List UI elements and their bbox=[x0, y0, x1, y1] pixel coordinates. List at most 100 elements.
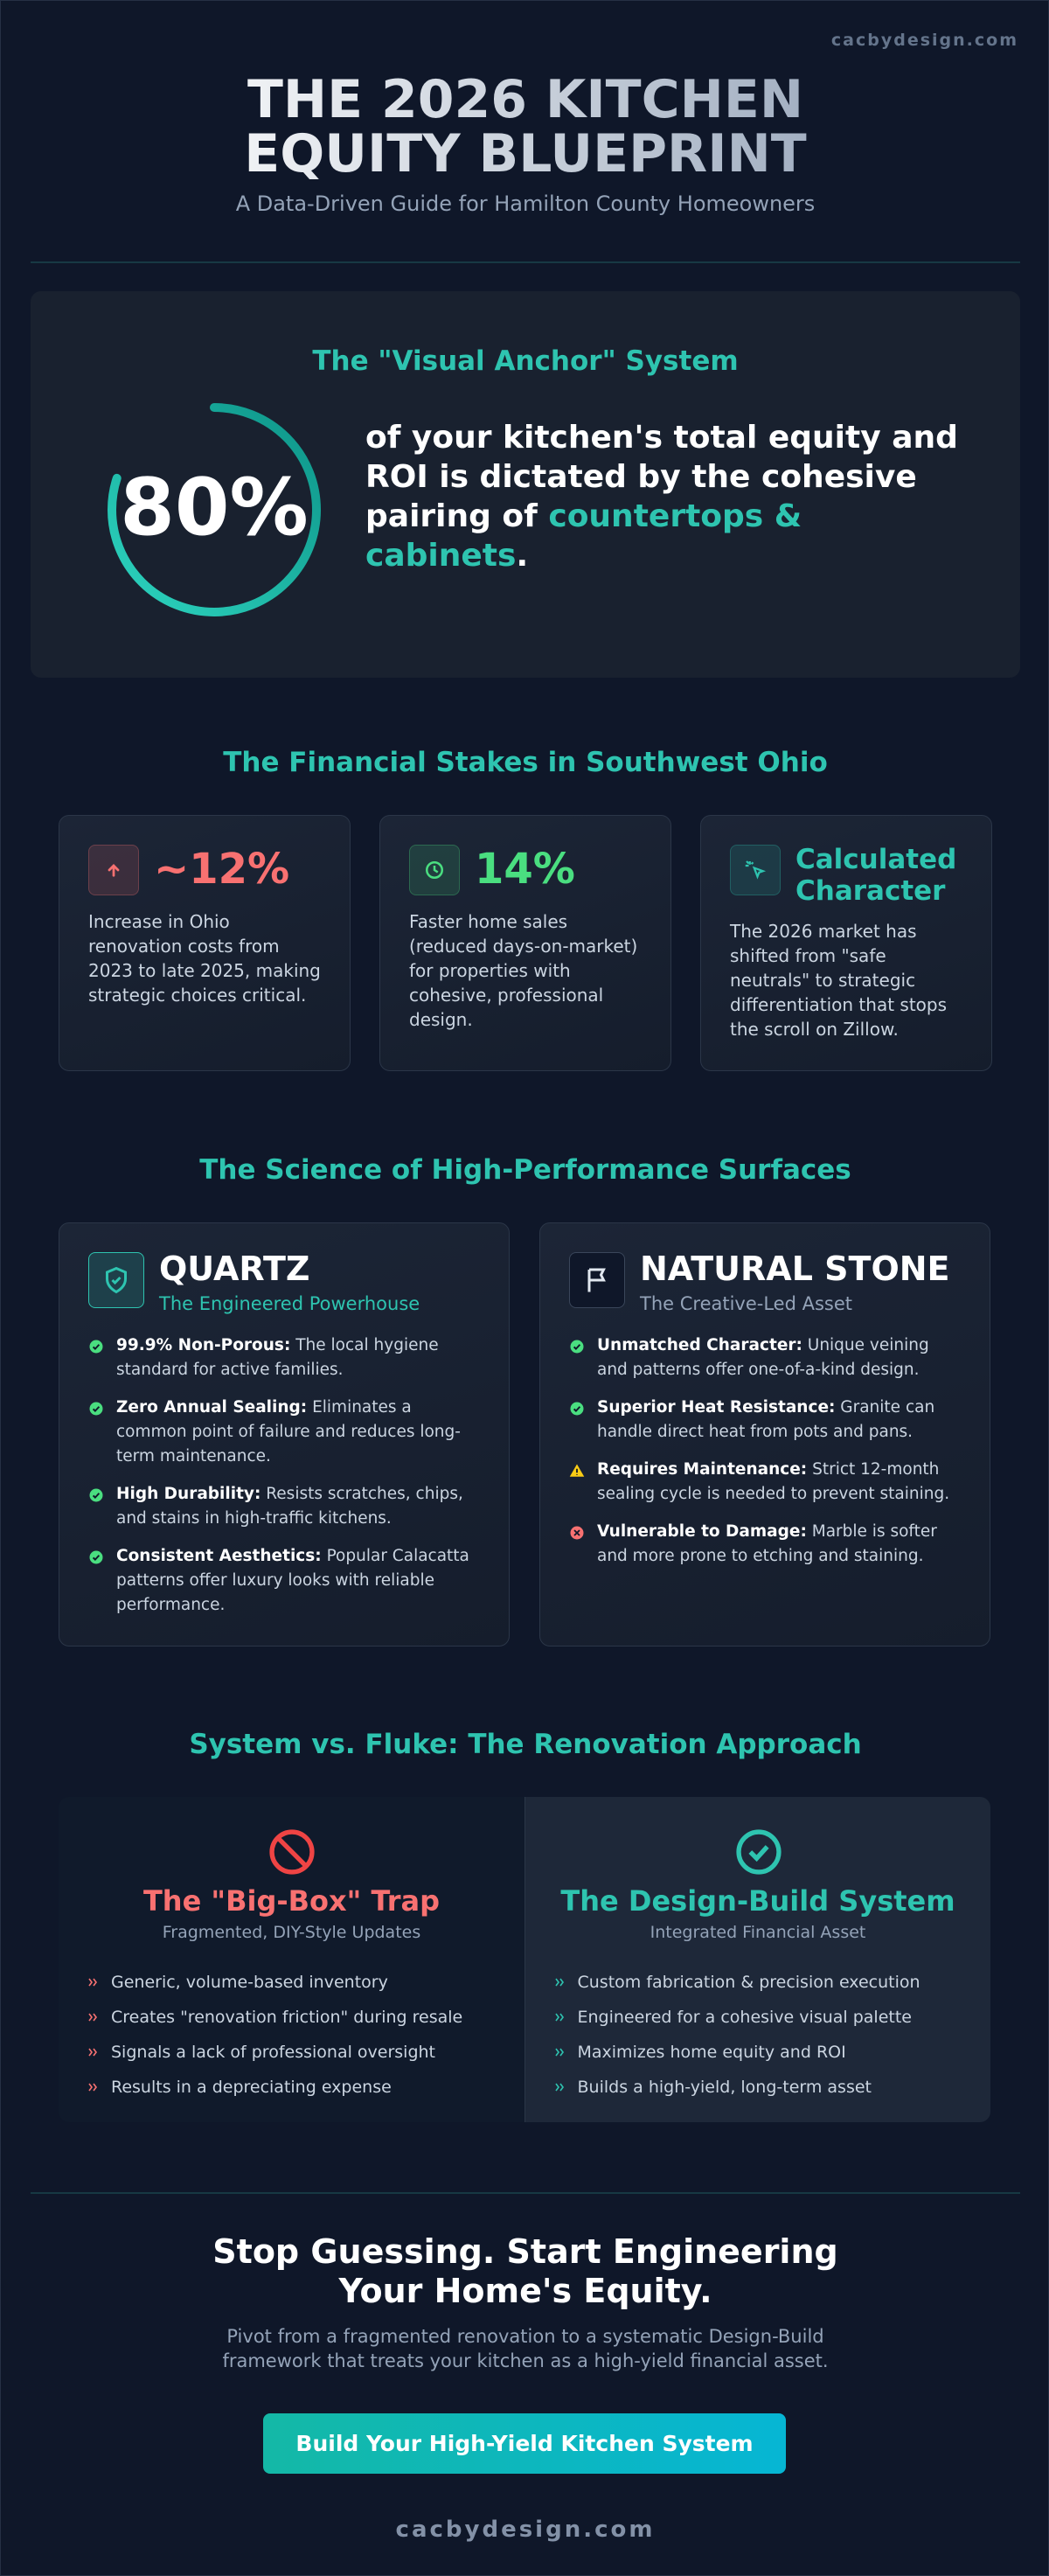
item-text: Strict 12-month sealing cycle is needed … bbox=[597, 1460, 950, 1503]
list-item: Results in a depreciating expense bbox=[88, 2070, 462, 2105]
item-text: Results in a depreciating expense bbox=[111, 2078, 392, 2097]
item-text: Custom fabrication & precision execution bbox=[577, 1973, 920, 1992]
item-text: Zero Annual Sealing: Eliminates a common… bbox=[116, 1396, 482, 1469]
icon bbox=[89, 1488, 103, 1502]
list-item: Superior Heat Resistance: Granite can ha… bbox=[569, 1396, 962, 1445]
item-text: Consistent Aesthetics: Popular Calacatta… bbox=[116, 1544, 482, 1618]
approach-panel: The "Big-Box" Trap Fragmented, DIY-Style … bbox=[59, 1797, 990, 2122]
section-heading: System vs. Fluke: The Renovation Approac… bbox=[189, 1729, 862, 1760]
bullet bbox=[88, 2083, 97, 2092]
icon bbox=[89, 1402, 103, 1416]
icon bbox=[106, 1266, 127, 1294]
icon bbox=[733, 1827, 784, 1881]
item-text: Maximizes home equity and ROI bbox=[577, 2043, 846, 2062]
list-item: Unmatched Character: Unique veining and … bbox=[569, 1333, 962, 1382]
approach-column: The Design-Build System Integrated Financ… bbox=[524, 1797, 990, 2122]
icon-box bbox=[88, 845, 139, 895]
icon bbox=[569, 1464, 585, 1477]
divider bbox=[31, 2192, 1020, 2194]
brand: cacbydesign.com bbox=[830, 31, 1018, 50]
ring: 80% bbox=[108, 403, 321, 616]
bullet bbox=[88, 2013, 97, 2022]
item-label: Unmatched Character: bbox=[597, 1336, 802, 1354]
ring-arc bbox=[108, 403, 321, 616]
list-item: Signals a lack of professional oversight bbox=[88, 2035, 462, 2070]
item-text: 99.9% Non-Porous: The local hygiene stan… bbox=[116, 1333, 482, 1382]
card-title: QUARTZ bbox=[159, 1250, 310, 1288]
bullet bbox=[554, 2083, 564, 2092]
icon bbox=[426, 861, 443, 879]
list-item: Requires Maintenance: Strict 12-month se… bbox=[569, 1458, 962, 1507]
percent-label: 80% bbox=[120, 462, 308, 553]
cta-text: Pivot from a fragmented renovation to a … bbox=[222, 2326, 829, 2371]
icon bbox=[89, 1340, 103, 1354]
icon bbox=[89, 1550, 103, 1564]
list-item: Custom fabrication & precision execution bbox=[554, 1965, 920, 2000]
divider bbox=[31, 261, 1020, 263]
surface-card: QUARTZ The Engineered Powerhouse 99.9% Non… bbox=[59, 1222, 510, 1647]
bullet bbox=[88, 1978, 97, 1987]
highlight: countertops & cabinets bbox=[365, 498, 802, 574]
anchor-card: The "Visual Anchor" System 80% of your k… bbox=[31, 291, 1020, 678]
list-item: Generic, volume-based inventory bbox=[88, 1965, 462, 2000]
item-text: High Durability: Resists scratches, chip… bbox=[116, 1482, 482, 1531]
list-item: 99.9% Non-Porous: The local hygiene stan… bbox=[88, 1333, 482, 1382]
item-text: Unmatched Character: Unique veining and … bbox=[597, 1333, 962, 1382]
icon bbox=[108, 864, 120, 877]
bullet bbox=[554, 2048, 564, 2057]
list-item: Vulnerable to Damage: Marble is softer a… bbox=[569, 1520, 962, 1569]
surface-card: NATURAL STONE The Creative-Led Asset Unmat… bbox=[539, 1222, 990, 1647]
item-text: Generic, volume-based inventory bbox=[111, 1973, 388, 1992]
column-title: The Design-Build System bbox=[560, 1884, 955, 1918]
bullet bbox=[88, 2048, 97, 2057]
section-heading: The Financial Stakes in Southwest Ohio bbox=[223, 747, 828, 778]
bullet bbox=[554, 2013, 564, 2022]
list-item: Creates "renovation friction" during res… bbox=[88, 2000, 462, 2035]
title: THE 2026 KITCHEN EQUITY BLUEPRINT bbox=[132, 73, 919, 181]
icon bbox=[570, 1340, 584, 1354]
column-subtitle: Fragmented, DIY-Style Updates bbox=[162, 1923, 421, 1942]
stat-card: 14% Faster home sales (reduced days-on-ma… bbox=[379, 815, 671, 1071]
stat-card: Calculated Character The 2026 market has … bbox=[700, 815, 992, 1071]
item-text: Requires Maintenance: Strict 12-month se… bbox=[597, 1458, 962, 1507]
stat-text: Faster home sales (reduced days-on-marke… bbox=[409, 911, 638, 1030]
icon-box bbox=[730, 845, 781, 895]
card-title: NATURAL STONE bbox=[640, 1250, 950, 1288]
footer: cacbydesign.com bbox=[395, 2517, 656, 2543]
text: . bbox=[516, 538, 529, 574]
item-text: Resists scratches, chips, and stains in … bbox=[116, 1485, 463, 1528]
icon bbox=[570, 1526, 584, 1540]
list-item: Maximizes home equity and ROI bbox=[554, 2035, 920, 2070]
item-text: Signals a lack of professional oversight bbox=[111, 2043, 436, 2062]
approach-column: The "Big-Box" Trap Fragmented, DIY-Style … bbox=[59, 1797, 524, 2122]
stat-card: ~12% Increase in Ohio renovation costs fr… bbox=[59, 815, 351, 1071]
cta-title: Stop Guessing. Start Engineering Your Ho… bbox=[212, 2232, 838, 2310]
icon bbox=[267, 1827, 317, 1881]
stat-text: The 2026 market has shifted from "safe n… bbox=[730, 921, 948, 1040]
item-text: The local hygiene standard for active fa… bbox=[116, 1336, 439, 1379]
item-list: Custom fabrication & precision execution… bbox=[554, 1965, 920, 2105]
icon bbox=[745, 860, 767, 880]
item-label: High Durability: bbox=[116, 1485, 261, 1503]
list-item: Builds a high-yield, long-term asset bbox=[554, 2070, 920, 2105]
item-text: Popular Calacatta patterns offer luxury … bbox=[116, 1547, 469, 1614]
icon bbox=[735, 1829, 782, 1875]
item-label: Vulnerable to Damage: bbox=[597, 1522, 807, 1541]
item-text: Unique veining and patterns offer one-of… bbox=[597, 1336, 929, 1379]
text: of your kitchen's total equity and ROI i… bbox=[365, 420, 958, 534]
item-text: Marble is softer and more prone to etchi… bbox=[597, 1522, 937, 1565]
card-subtitle: The Creative-Led Asset bbox=[640, 1293, 853, 1314]
icon-box bbox=[409, 845, 460, 895]
item-label: Requires Maintenance: bbox=[597, 1460, 808, 1479]
item-text: Engineered for a cohesive visual palette bbox=[577, 2008, 912, 2027]
item-label: 99.9% Non-Porous: bbox=[116, 1336, 291, 1354]
item-text: Superior Heat Resistance: Granite can ha… bbox=[597, 1396, 962, 1445]
item-label: Superior Heat Resistance: bbox=[597, 1398, 836, 1417]
icon bbox=[269, 1829, 315, 1875]
stat: Calculated Character bbox=[795, 844, 957, 907]
item-text: Granite can handle direct heat from pots… bbox=[597, 1398, 935, 1441]
cta-button[interactable]: Build Your High-Yield Kitchen System bbox=[263, 2413, 786, 2474]
column-title: The "Big-Box" Trap bbox=[142, 1884, 441, 1918]
item-text: Vulnerable to Damage: Marble is softer a… bbox=[597, 1520, 962, 1569]
